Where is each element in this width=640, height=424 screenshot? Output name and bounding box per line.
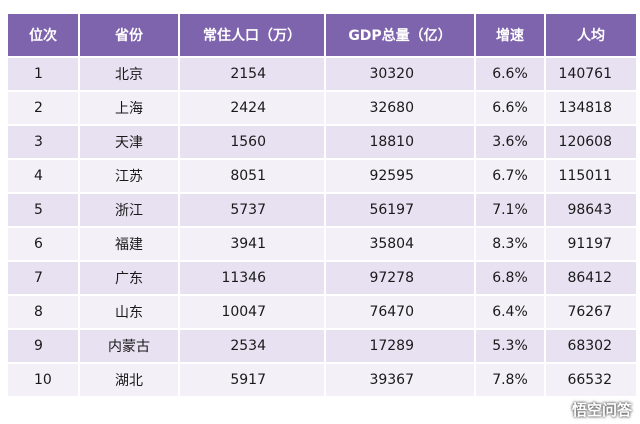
growth-cell: 6.7% [474,158,546,194]
gdp-cell: 56197 [324,192,476,228]
rank-cell: 2 [6,90,80,126]
per-capita-cell: 120608 [544,124,638,160]
growth-cell: 7.1% [474,192,546,228]
population-cell: 8051 [178,158,326,194]
growth-cell: 6.6% [474,56,546,92]
rank-cell: 1 [6,56,80,92]
per-capita-cell: 91197 [544,226,638,262]
rank-cell: 7 [6,260,80,296]
table-row: 10 湖北 5917 39367 7.8% 66532 [6,362,638,398]
header-growth: 增速 [474,12,546,58]
rank-cell: 8 [6,294,80,330]
table-row: 1 北京 2154 30320 6.6% 140761 [6,56,638,92]
province-cell: 上海 [78,90,180,126]
rank-cell: 5 [6,192,80,228]
province-cell: 江苏 [78,158,180,194]
table-row: 2 上海 2424 32680 6.6% 134818 [6,90,638,126]
gdp-cell: 18810 [324,124,476,160]
gdp-cell: 17289 [324,328,476,364]
watermark: 悟空问答 [548,399,632,420]
growth-cell: 6.4% [474,294,546,330]
gdp-cell: 30320 [324,56,476,92]
population-cell: 2534 [178,328,326,364]
population-cell: 5917 [178,362,326,398]
table-row: 5 浙江 5737 56197 7.1% 98643 [6,192,638,228]
growth-cell: 5.3% [474,328,546,364]
table-row: 7 广东 11346 97278 6.8% 86412 [6,260,638,296]
province-cell: 浙江 [78,192,180,228]
province-cell: 北京 [78,56,180,92]
header-population: 常住人口（万） [178,12,326,58]
province-cell: 内蒙古 [78,328,180,364]
per-capita-cell: 134818 [544,90,638,126]
header-province: 省份 [78,12,180,58]
table-row: 3 天津 1560 18810 3.6% 120608 [6,124,638,160]
province-cell: 广东 [78,260,180,296]
population-cell: 11346 [178,260,326,296]
header-gdp: GDP总量（亿） [324,12,476,58]
gdp-cell: 39367 [324,362,476,398]
table-row: 8 山东 10047 76470 6.4% 76267 [6,294,638,330]
gdp-cell: 92595 [324,158,476,194]
growth-cell: 6.8% [474,260,546,296]
population-cell: 5737 [178,192,326,228]
province-cell: 福建 [78,226,180,262]
province-cell: 天津 [78,124,180,160]
per-capita-cell: 86412 [544,260,638,296]
population-cell: 2424 [178,90,326,126]
watermark-text: 悟空问答 [571,401,632,419]
per-capita-cell: 140761 [544,56,638,92]
table-header-row: 位次 省份 常住人口（万） GDP总量（亿） 增速 人均 [6,12,638,58]
per-capita-cell: 66532 [544,362,638,398]
growth-cell: 7.8% [474,362,546,398]
per-capita-cell: 115011 [544,158,638,194]
population-cell: 10047 [178,294,326,330]
growth-cell: 8.3% [474,226,546,262]
rank-cell: 9 [6,328,80,364]
rank-cell: 3 [6,124,80,160]
rank-cell: 6 [6,226,80,262]
growth-cell: 6.6% [474,90,546,126]
gdp-cell: 35804 [324,226,476,262]
table-row: 6 福建 3941 35804 8.3% 91197 [6,226,638,262]
population-cell: 2154 [178,56,326,92]
population-cell: 3941 [178,226,326,262]
per-capita-cell: 98643 [544,192,638,228]
table-row: 4 江苏 8051 92595 6.7% 115011 [6,158,638,194]
rank-cell: 10 [6,362,80,398]
per-capita-cell: 68302 [544,328,638,364]
province-cell: 湖北 [78,362,180,398]
gdp-ranking-table: 位次 省份 常住人口（万） GDP总量（亿） 增速 人均 1 北京 2154 3032… [6,12,638,398]
gdp-cell: 97278 [324,260,476,296]
rank-cell: 4 [6,158,80,194]
population-cell: 1560 [178,124,326,160]
per-capita-cell: 76267 [544,294,638,330]
table-row: 9 内蒙古 2534 17289 5.3% 68302 [6,328,638,364]
wukong-logo-icon [548,400,568,419]
gdp-cell: 76470 [324,294,476,330]
header-per-capita: 人均 [544,12,638,58]
gdp-table-container: 位次 省份 常住人口（万） GDP总量（亿） 增速 人均 1 北京 2154 3032… [6,12,638,398]
growth-cell: 3.6% [474,124,546,160]
province-cell: 山东 [78,294,180,330]
gdp-cell: 32680 [324,90,476,126]
header-rank: 位次 [6,12,80,58]
